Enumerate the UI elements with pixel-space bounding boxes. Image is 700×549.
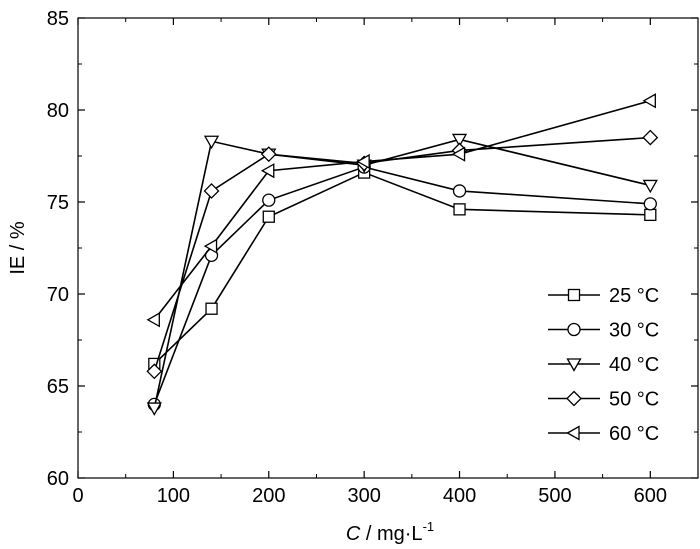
axis-ticks: 0 100 200 300 400 500 600 60 65 70 75 80 85 [47,8,699,507]
x-tick-label: 200 [252,485,285,507]
legend-item-2: 40 °C [548,354,659,376]
data-point [260,163,275,179]
data-point [642,179,658,194]
data-point [453,203,466,216]
legend-item-4: 60 °C [548,423,659,445]
data-point [205,302,218,315]
legend-marker [566,358,582,372]
plot-frame [77,17,699,479]
legend-marker [567,288,581,302]
x-axis-title-exponent: -1 [423,519,435,534]
legend-marker [566,425,580,441]
series-line [153,136,651,372]
legend-item-1: 30 °C [548,320,659,342]
x-axis-title-unit: / mg·L [360,523,422,545]
y-tick-label: 80 [47,100,69,122]
y-axis-title: IE / % [7,221,29,275]
data-point [642,129,659,146]
y-tick-label: 85 [47,8,69,30]
data-point [146,312,160,328]
data-point [262,193,276,207]
x-axis-title-variable: C [346,523,361,545]
legend-label: 60 °C [609,423,659,445]
y-tick-label: 60 [47,468,69,490]
data-point [451,133,468,148]
data-point [644,208,657,222]
series-3 [146,129,659,380]
x-tick-label: 400 [443,485,476,507]
series-line [153,166,651,405]
legend: 25 °C 30 °C 40 °C 50 °C 60 °C [548,285,659,445]
data-point [203,183,220,199]
y-tick-label: 65 [47,376,69,398]
y-tick-label: 75 [47,192,69,214]
series-layer [146,93,659,416]
data-point [643,197,657,211]
data-point [146,402,162,416]
data-point [203,135,220,150]
x-tick-label: 600 [634,485,667,507]
y-tick-label: 70 [47,284,69,306]
legend-label: 40 °C [609,354,659,376]
data-point [260,146,277,163]
x-tick-label: 100 [157,485,190,507]
x-tick-label: 300 [347,485,380,507]
data-point [203,238,218,254]
series-4 [146,93,656,328]
x-axis-title: C / mg·L-1 [346,519,434,545]
data-point [451,146,466,162]
x-tick-label: 0 [72,485,83,507]
series-line [153,100,651,321]
legend-item-0: 25 °C [548,285,659,307]
data-point [356,153,370,170]
series-0 [148,166,657,371]
legend-item-3: 50 °C [548,389,659,411]
data-point [452,184,467,198]
legend-marker [567,322,581,337]
data-point [642,93,656,109]
data-point [146,363,163,380]
x-tick-label: 500 [538,485,571,507]
legend-label: 30 °C [609,320,659,342]
legend-label: 25 °C [609,285,659,307]
series-line [153,171,651,365]
series-line [153,138,651,409]
series-1 [147,160,657,412]
legend-label: 50 °C [609,389,659,411]
legend-marker [566,390,582,407]
data-point [262,210,275,223]
